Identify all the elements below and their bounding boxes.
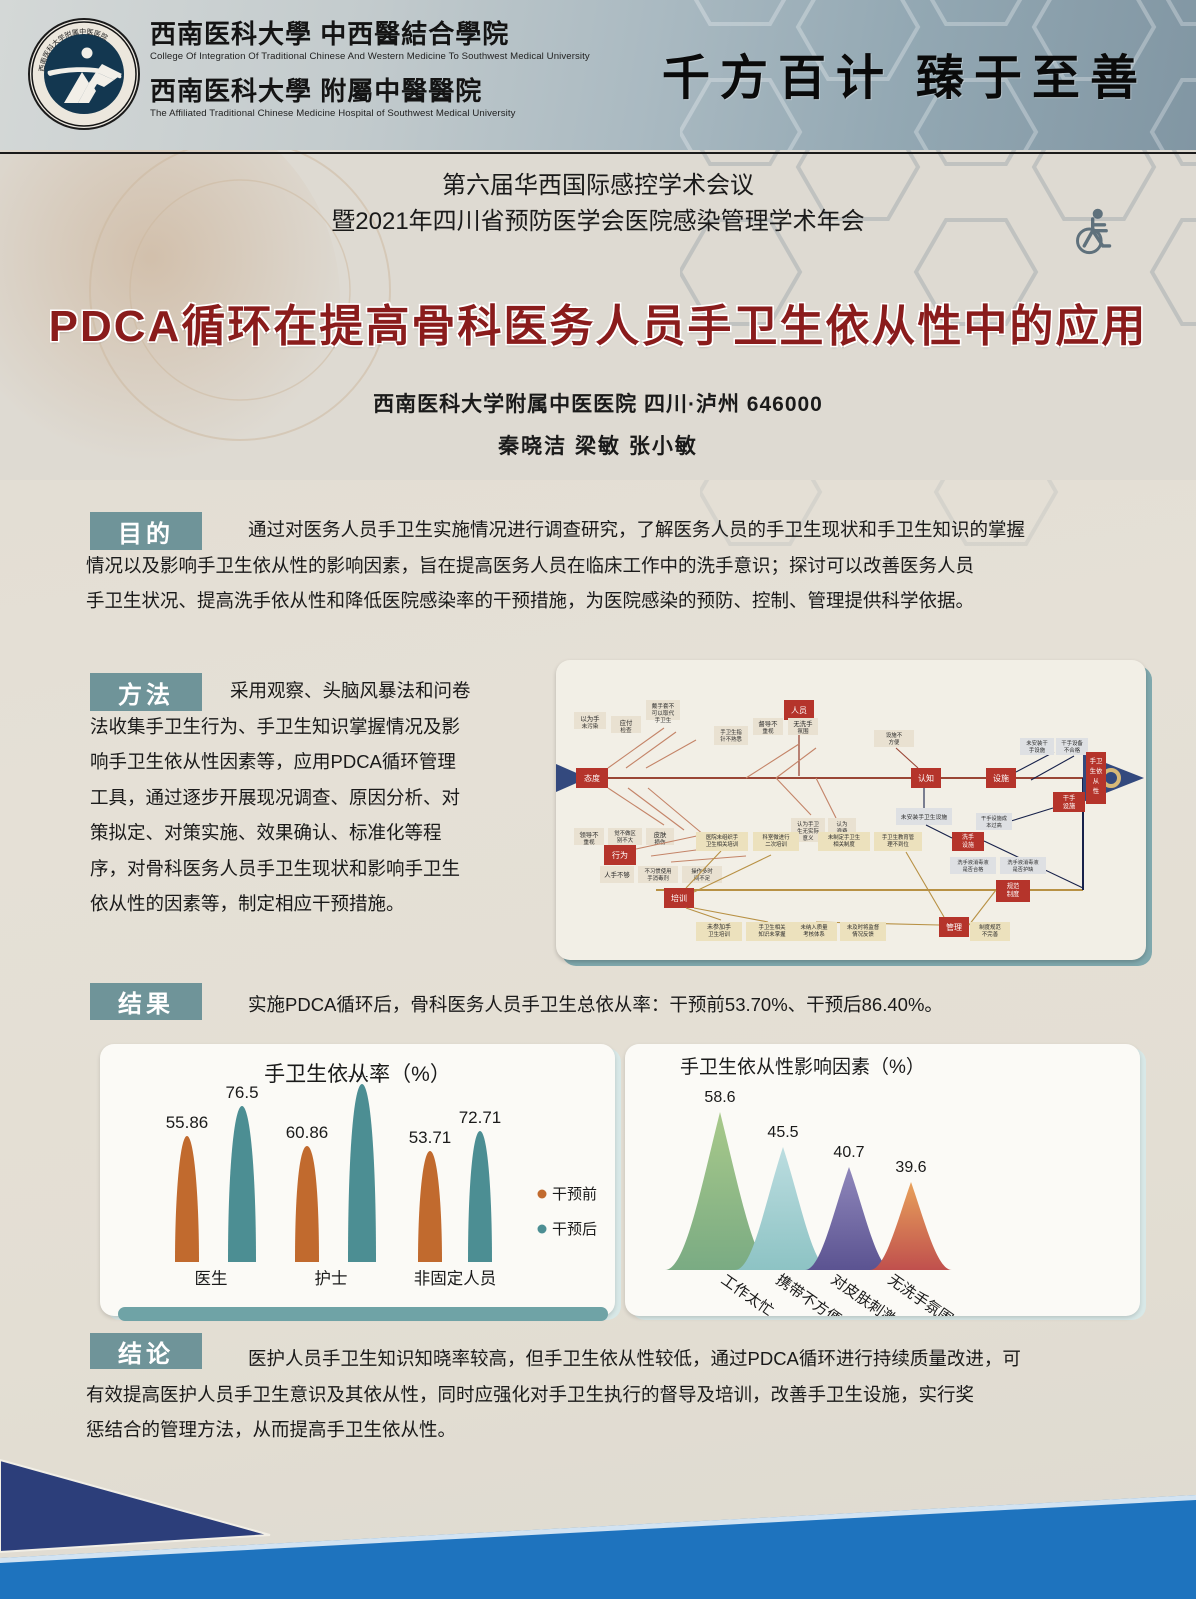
svg-text:可以取代: 可以取代 [652, 709, 675, 717]
svg-text:手卫生: 手卫生 [655, 716, 672, 724]
svg-text:知识未掌握: 知识未掌握 [759, 930, 787, 938]
svg-text:未参加手: 未参加手 [707, 923, 731, 931]
svg-text:未安装干: 未安装干 [1026, 739, 1048, 747]
svg-text:医生: 医生 [195, 1269, 228, 1288]
svg-text:培训: 培训 [671, 893, 687, 903]
svg-text:是否护缺: 是否护缺 [1013, 865, 1035, 873]
svg-text:制度规范: 制度规范 [979, 923, 1001, 931]
svg-text:态度: 态度 [584, 773, 600, 783]
svg-text:认为: 认为 [836, 820, 847, 828]
svg-text:制度: 制度 [1007, 889, 1020, 898]
svg-text:氛围: 氛围 [797, 727, 809, 735]
svg-text:手卫生相关: 手卫生相关 [759, 923, 787, 931]
svg-text:无洗手: 无洗手 [793, 719, 813, 728]
svg-text:55.86: 55.86 [166, 1113, 209, 1132]
svg-text:72.71: 72.71 [459, 1108, 502, 1127]
svg-text:情况反馈: 情况反馈 [852, 930, 874, 938]
svg-text:手设施: 手设施 [1029, 746, 1046, 754]
svg-text:不合格: 不合格 [1064, 746, 1081, 754]
svg-text:认为手卫: 认为手卫 [797, 820, 820, 828]
svg-text:应付: 应付 [620, 718, 633, 727]
svg-text:无洗手氛围: 无洗手氛围 [885, 1271, 956, 1316]
svg-text:人手不够: 人手不够 [604, 870, 630, 879]
svg-text:方便: 方便 [889, 738, 900, 746]
svg-text:洗手: 洗手 [962, 833, 974, 841]
svg-text:干手: 干手 [1063, 793, 1076, 802]
svg-text:干预前: 干预前 [552, 1186, 597, 1203]
svg-text:未及时将监督: 未及时将监督 [847, 923, 880, 931]
svg-text:是否合格: 是否合格 [963, 865, 985, 873]
svg-text:意义: 意义 [802, 834, 814, 842]
svg-text:手卫: 手卫 [1090, 756, 1103, 765]
svg-text:洗手液消毒液: 洗手液消毒液 [957, 858, 988, 866]
svg-text:行为: 行为 [612, 850, 628, 860]
svg-text:干手设备: 干手设备 [1061, 739, 1083, 747]
svg-text:76.5: 76.5 [225, 1083, 258, 1102]
svg-text:60.86: 60.86 [286, 1123, 329, 1142]
svg-text:生依: 生依 [1090, 766, 1103, 775]
svg-text:未污染: 未污染 [582, 722, 599, 730]
svg-text:不习惯使用: 不习惯使用 [645, 867, 672, 875]
svg-text:戴手套不: 戴手套不 [652, 702, 675, 710]
svg-text:40.7: 40.7 [833, 1144, 864, 1161]
svg-text:重视: 重视 [762, 727, 774, 735]
svg-text:86.4: 86.4 [345, 1076, 378, 1081]
svg-text:非固定人员: 非固定人员 [414, 1269, 497, 1288]
svg-text:相关制度: 相关制度 [833, 840, 855, 848]
svg-text:针不熟悉: 针不熟悉 [720, 735, 742, 743]
svg-text:别不大: 别不大 [617, 836, 634, 844]
svg-text:工作太忙: 工作太忙 [718, 1271, 777, 1316]
svg-text:设施: 设施 [1063, 801, 1076, 810]
svg-text:从: 从 [1093, 778, 1100, 785]
svg-text:设施: 设施 [962, 841, 974, 849]
svg-text:二次培训: 二次培训 [765, 840, 787, 848]
svg-text:考核体系: 考核体系 [803, 930, 825, 938]
svg-text:53.71: 53.71 [409, 1128, 452, 1147]
svg-text:洗手液消毒液: 洗手液消毒液 [1007, 858, 1038, 866]
svg-text:39.6: 39.6 [895, 1159, 926, 1176]
svg-text:督导不: 督导不 [758, 719, 778, 728]
svg-text:设施不: 设施不 [886, 731, 903, 739]
svg-text:医院未组织手: 医院未组织手 [706, 833, 739, 841]
svg-text:护士: 护士 [315, 1269, 348, 1288]
svg-text:未安装手卫生设施: 未安装手卫生设施 [901, 813, 948, 821]
svg-text:生无实际: 生无实际 [797, 827, 820, 835]
svg-text:觉不做区: 觉不做区 [614, 829, 636, 837]
svg-text:皮肤: 皮肤 [654, 830, 667, 839]
svg-text:重视: 重视 [583, 838, 595, 846]
svg-text:本过高: 本过高 [986, 821, 1002, 829]
svg-text:规范: 规范 [1007, 881, 1020, 890]
svg-text:性: 性 [1093, 786, 1100, 795]
svg-text:未制定手卫生: 未制定手卫生 [828, 833, 861, 841]
svg-text:以为手: 以为手 [580, 714, 600, 723]
svg-text:手消毒剂: 手消毒剂 [647, 874, 669, 882]
svg-text:卫生相关培训: 卫生相关培训 [706, 840, 738, 848]
svg-text:间不足: 间不足 [694, 874, 711, 882]
svg-text:45.5: 45.5 [767, 1124, 798, 1141]
svg-text:卫生培训: 卫生培训 [708, 930, 730, 938]
svg-text:干手设施成: 干手设施成 [981, 814, 1007, 822]
svg-text:不完善: 不完善 [982, 930, 999, 938]
svg-text:检查: 检查 [620, 726, 632, 734]
svg-text:设施: 设施 [993, 773, 1009, 783]
svg-text:科室微进行: 科室微进行 [763, 833, 791, 841]
svg-text:手卫生教育管: 手卫生教育管 [882, 833, 915, 841]
svg-text:干预后: 干预后 [552, 1221, 597, 1238]
svg-text:领导不: 领导不 [579, 830, 599, 839]
svg-text:管理: 管理 [946, 922, 962, 932]
svg-text:人员: 人员 [791, 706, 807, 715]
svg-text:58.6: 58.6 [704, 1089, 735, 1106]
svg-text:手卫生指: 手卫生指 [720, 728, 742, 736]
svg-text:未纳入质量: 未纳入质量 [801, 923, 829, 931]
svg-text:理不到位: 理不到位 [887, 840, 909, 848]
svg-text:认知: 认知 [918, 773, 934, 783]
